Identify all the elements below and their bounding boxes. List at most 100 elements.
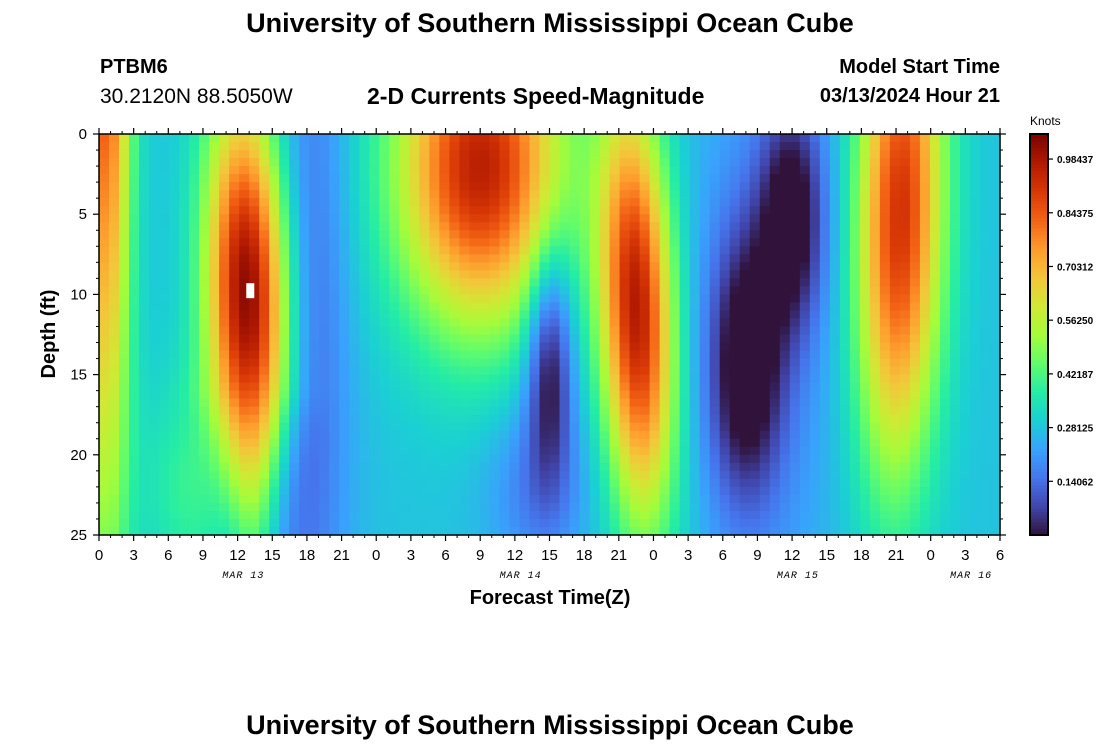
heatmap-cell [229,174,240,183]
heatmap-cell [229,198,240,207]
heatmap-cell [919,238,931,247]
heatmap-cell [469,430,481,440]
heatmap-cell [829,134,841,143]
heatmap-cell [559,182,571,191]
heatmap-cell [459,238,471,247]
heatmap-cell [619,326,631,336]
heatmap-cell [459,190,471,199]
heatmap-cell [219,334,230,344]
heatmap-cell [429,518,440,528]
heatmap-cell [309,142,320,151]
heatmap-cell [499,142,511,151]
heatmap-cell [339,342,350,352]
heatmap-cell [899,494,911,504]
heatmap-cell [449,470,460,480]
heatmap-cell [209,382,220,392]
heatmap-cell [439,406,450,416]
heatmap-cell [489,326,501,336]
heatmap-cell [429,398,440,408]
heatmap-cell [479,502,491,512]
heatmap-cell [359,510,370,520]
heatmap-cell [829,390,841,400]
heatmap-cell [939,294,951,304]
heatmap-cell [469,214,481,223]
heatmap-cell [929,190,941,199]
heatmap-cell [99,294,110,304]
heatmap-cell [209,262,220,271]
heatmap-cell [139,310,150,320]
heatmap-cell [479,494,491,504]
heatmap-cell [649,398,661,408]
heatmap-cell [769,286,781,295]
heatmap-cell [689,230,701,239]
heatmap-cell [769,214,781,223]
heatmap-cell [429,190,440,199]
heatmap-cell [339,390,350,400]
heatmap-cell [349,294,360,304]
heatmap-cell [849,462,861,472]
heatmap-cell [289,454,300,464]
heatmap-cell [219,318,230,328]
heatmap-cell [309,294,320,304]
heatmap-cell [909,310,921,320]
heatmap-cell [229,334,240,344]
heatmap-cell [739,446,751,456]
heatmap-cell [219,254,230,263]
heatmap-cell [299,414,310,424]
heatmap-cell [829,254,841,263]
heatmap-cell [459,262,471,271]
heatmap-cell [169,470,180,480]
heatmap-cell [269,454,280,464]
heatmap-cell [649,414,661,424]
heatmap-cell [759,438,771,448]
heatmap-cell [349,238,360,247]
heatmap-cell [449,398,460,408]
heatmap-cell [929,390,941,400]
heatmap-cell [689,518,701,528]
heatmap-cell [769,270,781,279]
heatmap-cell [339,502,350,512]
heatmap-cell [769,390,781,400]
heatmap-cell [989,326,1001,336]
heatmap-cell [429,494,440,504]
heatmap-cell [509,166,521,175]
heatmap-cell [469,206,481,215]
heatmap-cell [789,254,801,263]
heatmap-cell [629,398,641,408]
heatmap-cell [509,134,521,143]
heatmap-cell [349,166,360,175]
heatmap-cell [479,358,491,368]
heatmap-cell [469,406,481,416]
heatmap-cell [259,438,270,448]
heatmap-cell [99,278,110,287]
heatmap-cell [449,406,460,416]
heatmap-cell [789,406,801,416]
heatmap-cell [609,414,621,424]
heatmap-cell [549,302,561,312]
heatmap-cell [439,502,450,512]
heatmap-cell [869,134,881,143]
heatmap-cell [479,150,491,159]
heatmap-cell [979,414,991,424]
y-tick-label: 25 [70,527,87,544]
colorbar-swatch [1030,160,1048,165]
heatmap-cell [719,406,731,416]
heatmap-cell [559,350,571,360]
heatmap-cell [859,510,871,520]
heatmap-cell [709,366,721,376]
heatmap-cell [969,422,981,432]
heatmap-cell [139,366,150,376]
heatmap-cell [599,294,611,304]
heatmap-cell [579,414,591,424]
heatmap-cell [369,526,380,536]
heatmap-cell [799,358,811,368]
heatmap-cell [559,526,571,536]
heatmap-cell [499,366,511,376]
heatmap-cell [849,478,861,488]
heatmap-cell [399,318,410,328]
heatmap-cell [359,150,370,159]
heatmap-cell [229,206,240,215]
heatmap-cell [839,398,851,408]
heatmap-cell [469,486,481,496]
heatmap-cell [629,270,641,279]
